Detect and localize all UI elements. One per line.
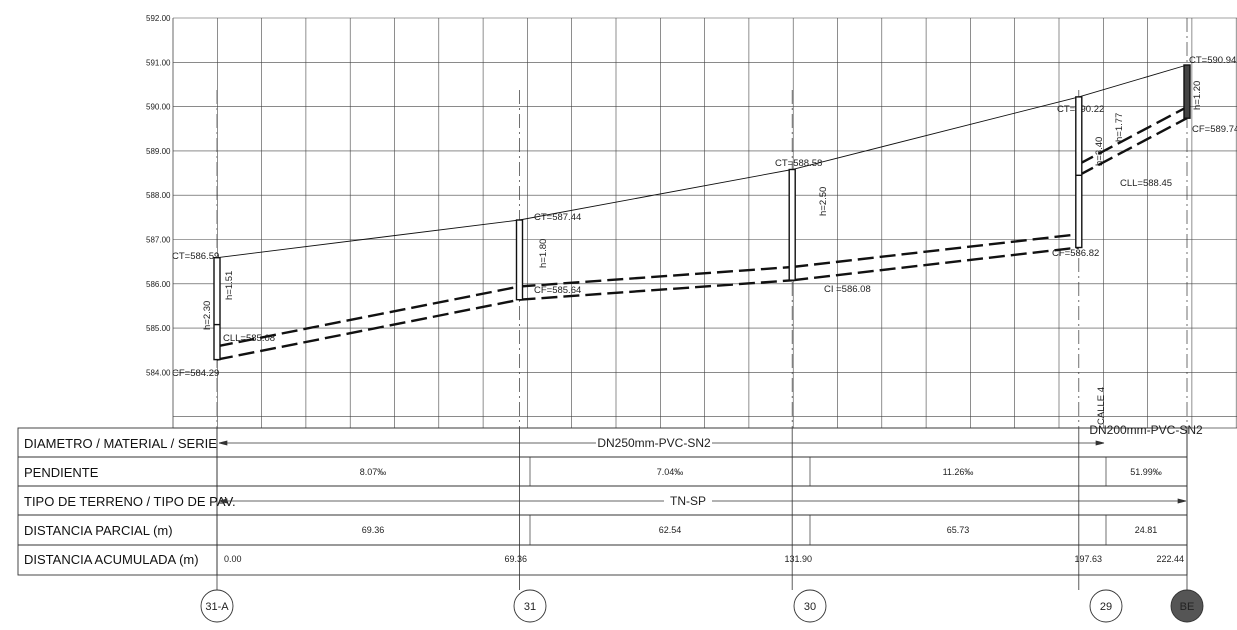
cumulative-distance-cell: 131.90 [784, 554, 812, 564]
manhole-shaft [1183, 64, 1191, 119]
row-label-slope: PENDIENTE [24, 465, 99, 480]
slope-cell: 8.07‰ [360, 467, 387, 477]
pipe-line [216, 285, 520, 348]
slope-cell: 7.04‰ [657, 467, 684, 477]
manhole-shaft [1075, 96, 1083, 249]
elevation-label: 585.00 [146, 324, 171, 333]
manhole-id-31a: 31-A [205, 601, 229, 613]
manhole-id-29: 29 [1100, 601, 1112, 613]
elevation-label: 584.00 [146, 368, 171, 377]
elevation-label: 592.00 [146, 14, 171, 23]
elevation-axis-labels: 592.00 591.00 590.00 589.00 588.00 587.00 586.… [146, 14, 171, 377]
profile-annotations: CT=586.59 CF=584.29 CLL=585.08 h=2.30 h=… [172, 55, 1237, 425]
manhole-marker-30 [793, 589, 827, 623]
cumulative-distance-cell: 69.36 [504, 554, 527, 564]
manhole-id-31: 31 [524, 601, 536, 613]
ct-label-31: CT=587.44 [534, 212, 581, 223]
row-label-diameter: DIAMETRO / MATERIAL / SERIE [24, 436, 217, 451]
street-label: CALLE 4 [1096, 387, 1107, 425]
partial-distance-cell: 24.81 [1135, 525, 1158, 535]
manhole-id-30: 30 [804, 601, 816, 613]
manhole-id-be: BE [1180, 601, 1195, 613]
h-label-31: h=1.80 [538, 239, 549, 268]
terrain-band: TN-SP [670, 494, 706, 508]
manhole-markers: 31-A 31 30 29 BE [200, 589, 1204, 623]
manhole-marker-be [1170, 589, 1204, 623]
pipe-line [792, 246, 1079, 282]
ct-label-31a: CT=586.59 [172, 251, 219, 262]
cf-label-31: CF=585.64 [534, 285, 581, 296]
elevation-label: 589.00 [146, 147, 171, 156]
elevation-label: 587.00 [146, 236, 171, 245]
profile-grid [172, 17, 1237, 429]
elevation-label: 590.00 [146, 103, 171, 112]
slope-cell: 11.26‰ [943, 467, 974, 477]
slope-cell: 51.99‰ [1130, 467, 1162, 477]
elevation-label: 588.00 [146, 191, 171, 200]
h2-label-29: h=1.77 [1114, 113, 1125, 142]
pipe-line [1078, 117, 1188, 177]
row-label-partial-distance: DISTANCIA PARCIAL (m) [24, 523, 173, 538]
terrain-line [216, 64, 1188, 259]
cumulative-distance-cell: 222.44 [1156, 554, 1184, 564]
elevation-label: 591.00 [146, 58, 171, 67]
cll-label-29: CLL=588.45 [1120, 178, 1172, 189]
manhole-shaft [213, 257, 221, 361]
cumulative-distance-cell: 197.63 [1074, 554, 1102, 564]
manhole-shaft [788, 168, 796, 281]
cumulative-distance-cell: 0.00 [224, 554, 242, 564]
h-label-be: h=1.20 [1192, 81, 1203, 110]
cll-label-31a: CLL=585.08 [223, 333, 275, 344]
cf-label-31a: CF=584.29 [172, 368, 219, 379]
manhole-marker-29 [1089, 589, 1123, 623]
partial-distance-cell: 69.36 [362, 525, 385, 535]
ct-label-30: CT=588.58 [775, 158, 822, 169]
partial-distance-cell: 62.54 [659, 525, 682, 535]
row-label-cumulative-distance: DISTANCIA ACUMULADA (m) [24, 552, 199, 567]
pipe-line [216, 298, 520, 361]
elevation-label: 586.00 [146, 280, 171, 289]
h-label-29: h=3.40 [1094, 137, 1105, 166]
pipe-line [1078, 105, 1188, 166]
ci-label-30: CI =586.08 [824, 284, 871, 295]
manhole-shaft [515, 219, 524, 301]
cf-label-29: CF=586.82 [1052, 248, 1099, 259]
partial-distance-cell: 65.73 [947, 525, 970, 535]
pipe-line [519, 265, 793, 288]
h-label-30: h=2.50 [818, 187, 829, 216]
h-label-31a: h=2.30 [202, 301, 213, 330]
h2-label-31a: h=1.51 [224, 271, 235, 300]
diameter-band-main: DN250mm-PVC-SN2 [597, 436, 711, 450]
ct-label-be: CT=590.94 [1189, 55, 1236, 66]
pipe-line [792, 233, 1079, 269]
row-label-terrain: TIPO DE TERRENO / TIPO DE PAV. [24, 494, 236, 509]
manhole-marker-31 [513, 589, 547, 623]
pipe-line [519, 279, 793, 301]
diameter-band-end: DN200mm-PVC-SN2 [1089, 423, 1203, 437]
cf-label-be: CF=589.74 [1192, 124, 1237, 135]
manhole-marker-31a [200, 589, 234, 623]
profile-data-table: DIAMETRO / MATERIAL / SERIE PENDIENTE TI… [17, 423, 1203, 576]
